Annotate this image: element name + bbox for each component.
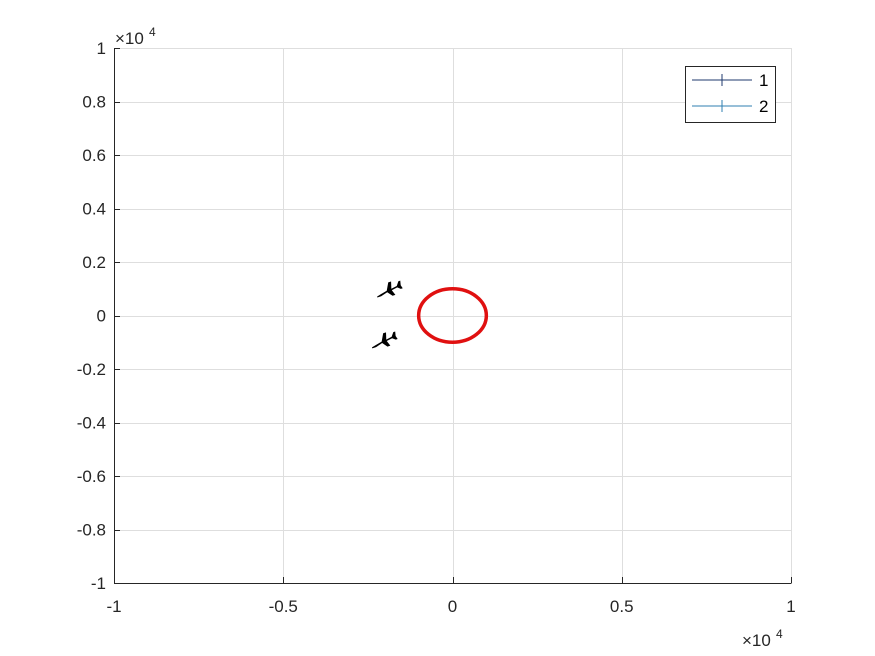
airplane-icon-body bbox=[371, 331, 398, 349]
y-tick-label: 0 bbox=[97, 307, 106, 326]
airplane-icon bbox=[377, 280, 403, 298]
legend-item-2[interactable]: 2 bbox=[692, 97, 768, 116]
y-tick-label: 1 bbox=[97, 39, 106, 58]
y-tick-label: -1 bbox=[91, 574, 106, 593]
x-tick-label: 0.5 bbox=[610, 597, 634, 616]
axes bbox=[114, 48, 792, 584]
x-tick-label: 0 bbox=[448, 597, 457, 616]
x-tick-label: 1 bbox=[786, 597, 795, 616]
y-tick-label: -0.6 bbox=[77, 467, 106, 486]
legend-label-1: 1 bbox=[759, 71, 768, 90]
x-tick-label: -1 bbox=[106, 597, 121, 616]
y-tick-label: 0.6 bbox=[82, 146, 106, 165]
y-tick-label: 0.8 bbox=[82, 93, 106, 112]
y-tick-label: -0.4 bbox=[77, 414, 106, 433]
x-exponent-label: ×10 4 bbox=[742, 627, 783, 650]
legend[interactable]: 1 2 bbox=[685, 66, 776, 123]
y-exponent: 4 bbox=[149, 25, 156, 39]
legend-label-2: 2 bbox=[759, 97, 768, 116]
airplane-icon-body bbox=[377, 280, 403, 298]
legend-item-1[interactable]: 1 bbox=[692, 71, 768, 90]
y-exponent-label: ×10 4 bbox=[115, 25, 156, 48]
grid bbox=[114, 48, 792, 584]
y-tick-label: -0.2 bbox=[77, 360, 106, 379]
svg-text:×10: ×10 bbox=[115, 29, 144, 48]
x-exponent: 4 bbox=[776, 627, 783, 641]
x-tick-label: -0.5 bbox=[269, 597, 298, 616]
target-circle bbox=[416, 287, 489, 344]
plot-marks bbox=[371, 280, 489, 349]
y-tick-label: -0.8 bbox=[77, 521, 106, 540]
airplane-icon bbox=[371, 331, 398, 349]
svg-text:×10: ×10 bbox=[742, 631, 771, 650]
legend-box bbox=[685, 66, 776, 123]
y-tick-label: 0.4 bbox=[82, 200, 106, 219]
tick-labels: -1 -0.5 0 0.5 1 -1 -0.8 -0.6 -0.4 -0.2 0 0.2 0.4 0.6 0… bbox=[77, 39, 796, 616]
y-tick-label: 0.2 bbox=[82, 253, 106, 272]
